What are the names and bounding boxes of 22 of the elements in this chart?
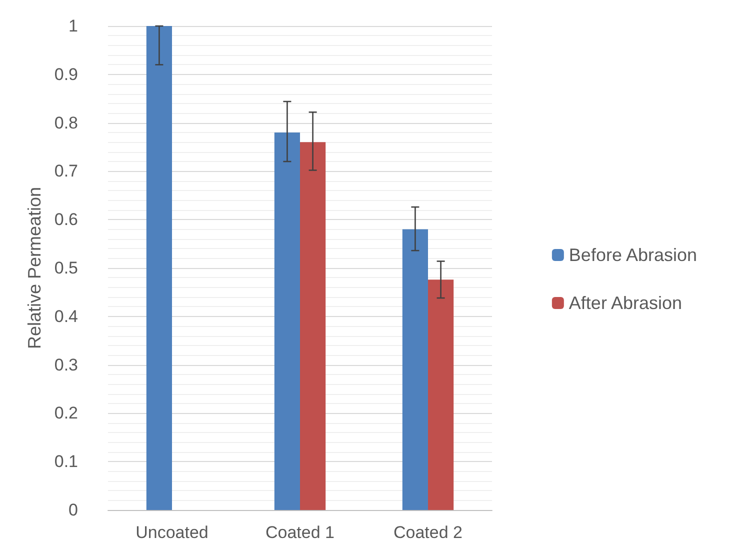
bar [402, 229, 428, 510]
y-tick-label: 0.9 [54, 64, 78, 84]
bar [428, 280, 454, 510]
legend-label: Before Abrasion [568, 245, 698, 265]
x-tick-label: Coated 1 [266, 523, 334, 542]
y-tick-label: 0.5 [54, 258, 78, 278]
y-axis-title: Relative Permeation [24, 186, 44, 350]
y-tick-label: 0.1 [54, 452, 78, 472]
y-tick-label: 0.3 [54, 355, 78, 374]
x-tick-label: Coated 2 [394, 523, 462, 542]
y-tick-label: 1 [68, 16, 78, 36]
bar [274, 132, 300, 510]
y-tick-label: 0 [68, 500, 78, 520]
y-tick-label: 0.7 [54, 162, 78, 181]
y-tick-label: 0.6 [54, 210, 78, 230]
bar [300, 142, 326, 510]
y-tick-label: 0.8 [54, 113, 78, 132]
legend-label: After Abrasion [568, 293, 682, 313]
y-tick-label: 0.4 [54, 306, 78, 326]
bar [146, 26, 172, 510]
y-tick-label: 0.2 [54, 404, 78, 423]
x-tick-label: Uncoated [136, 523, 208, 542]
